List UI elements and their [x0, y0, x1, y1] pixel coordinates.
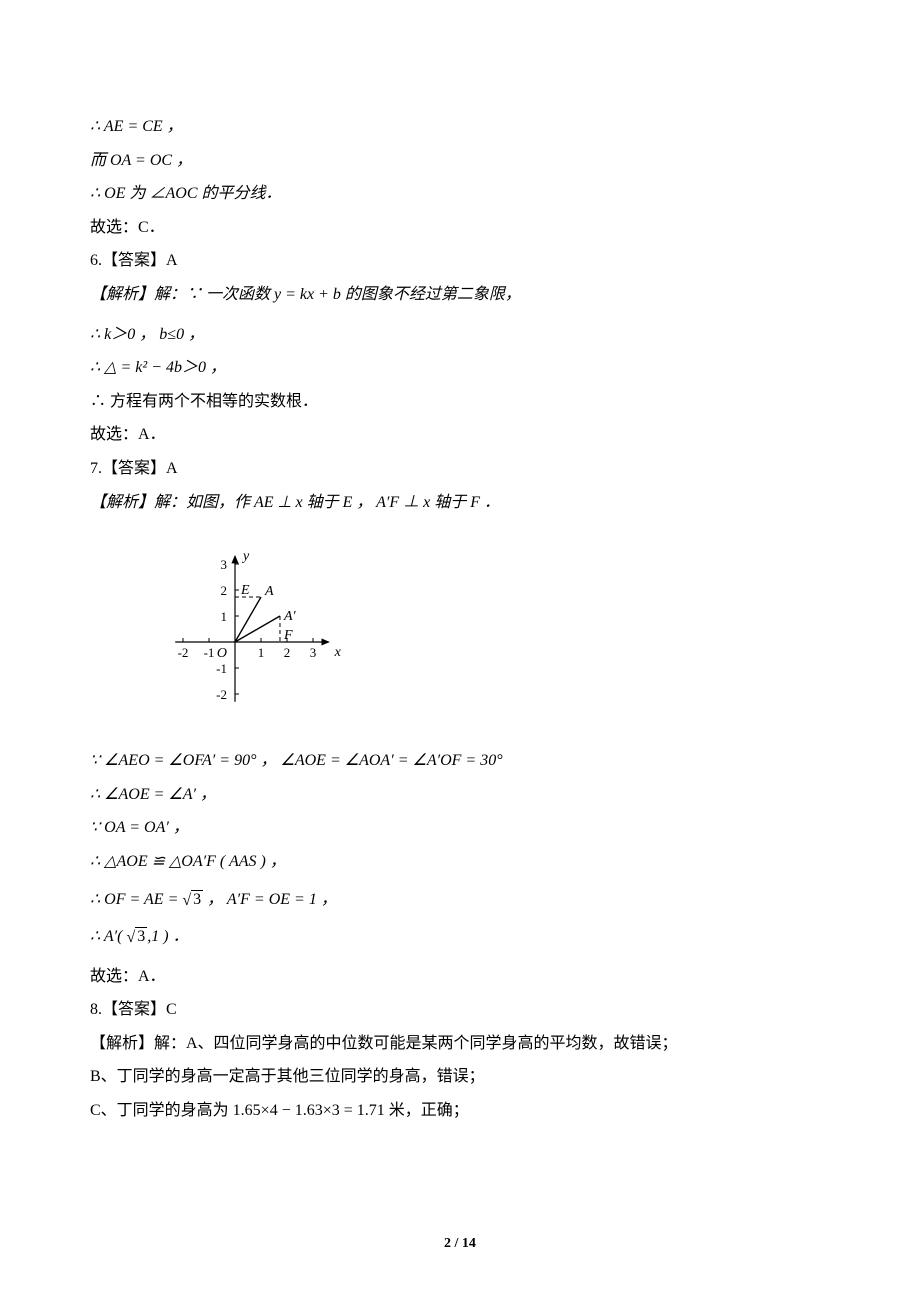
math-text: ∴ AE = CE ， — [90, 118, 183, 135]
line-13: ∵ ∠AEO = ∠OFA′ = 90° ， ∠AOE = ∠AOA′ = ∠A… — [90, 744, 830, 778]
math-text: ∴ A′( — [90, 928, 127, 945]
page-footer: 2 / 14 — [0, 1236, 920, 1252]
svg-text:A': A' — [283, 609, 297, 624]
svg-text:-1: -1 — [204, 645, 215, 660]
line-15: ∵ OA = OA′ ， — [90, 811, 830, 845]
svg-text:F: F — [283, 628, 293, 643]
line-2: 而 OA = OC ， — [90, 144, 830, 178]
line-4: 故选：C． — [90, 211, 830, 245]
math-text: 【解析】解：∵ 一次函数 y = kx + b 的图象不经过第二象限， — [90, 286, 521, 303]
answer-7: 7.【答案】A — [90, 452, 830, 486]
line-14: ∴ ∠AOE = ∠A′ ， — [90, 778, 830, 812]
text: 8.【答案】C — [90, 1001, 177, 1018]
svg-text:3: 3 — [221, 557, 228, 572]
text: C、丁同学的身高为 1.65×4 − 1.63×3 = 1.71 米，正确； — [90, 1102, 469, 1119]
math-text: ∴ ∠AOE = ∠A′ ， — [90, 786, 216, 803]
line-3: ∴ OE 为 ∠AOC 的平分线． — [90, 177, 830, 211]
line-23: C、丁同学的身高为 1.65×4 − 1.63×3 = 1.71 米，正确； — [90, 1094, 830, 1128]
svg-text:2: 2 — [221, 583, 228, 598]
line-8: ∴ △ = k² − 4b＞0 ， — [90, 351, 830, 385]
text: ∴ 方程有两个不相等的实数根． — [90, 393, 318, 410]
math-text: ∴ △ = k² − 4b＞0 ， — [90, 359, 226, 376]
coordinate-svg: -2 -1 1 2 3 1 2 3 -1 -2 Ox y A A' E F — [140, 527, 370, 727]
page: ∴ AE = CE ， 而 OA = OC ， ∴ OE 为 ∠AOC 的平分线… — [0, 0, 920, 1302]
line-18: ∴ A′( 3,1 ) ． — [90, 920, 830, 954]
math-text: ∴ OF = AE = — [90, 891, 182, 908]
line-10: 故选：A． — [90, 418, 830, 452]
radicand: 3 — [191, 890, 203, 908]
radicand: 3 — [135, 927, 147, 945]
svg-text:1: 1 — [221, 609, 228, 624]
line-16: ∴ △AOE ≌ △OA′F ( AAS ) ， — [90, 845, 830, 879]
math-text: 而 OA = OC ， — [90, 152, 192, 169]
svg-text:-1: -1 — [216, 661, 227, 676]
text: 【解析】解：A、四位同学身高的中位数可能是某两个同学身高的平均数，故错误； — [90, 1035, 678, 1052]
math-text: ∴ k＞0 ， b≤0 ， — [90, 326, 204, 343]
svg-text:2: 2 — [284, 645, 291, 660]
svg-text:x: x — [334, 645, 342, 660]
svg-text:y: y — [241, 549, 250, 564]
svg-text:3: 3 — [310, 645, 317, 660]
sqrt-icon: 3 — [182, 883, 203, 917]
line-1: ∴ AE = CE ， — [90, 110, 830, 144]
svg-text:O: O — [217, 646, 227, 661]
svg-text:E: E — [240, 583, 250, 598]
text: 故选：A． — [90, 426, 166, 443]
math-text: ,1 ) ． — [147, 928, 188, 945]
line-7: ∴ k＞0 ， b≤0 ， — [90, 318, 830, 352]
text: 6.【答案】A — [90, 252, 178, 269]
math-text: ∴ OE 为 ∠AOC 的平分线． — [90, 185, 282, 202]
math-text: 【解析】解：如图，作 AE ⊥ x 轴于 E ， A′F ⊥ x 轴于 F ． — [90, 494, 500, 511]
svg-text:A: A — [264, 584, 274, 599]
line-12: 【解析】解：如图，作 AE ⊥ x 轴于 E ， A′F ⊥ x 轴于 F ． — [90, 486, 830, 520]
math-text: ∵ ∠AEO = ∠OFA′ = 90° ， ∠AOE = ∠AOA′ = ∠A… — [90, 752, 503, 769]
text: 7.【答案】A — [90, 460, 178, 477]
math-text: ∵ OA = OA′ ， — [90, 819, 189, 836]
math-text: ∴ △AOE ≌ △OA′F ( AAS ) ， — [90, 853, 286, 870]
text: 故选：C． — [90, 219, 165, 236]
page-number: 2 / 14 — [444, 1236, 476, 1251]
line-9: ∴ 方程有两个不相等的实数根． — [90, 385, 830, 419]
sqrt-icon: 3 — [127, 920, 148, 954]
text: 故选：A． — [90, 968, 166, 985]
coordinate-chart: -2 -1 1 2 3 1 2 3 -1 -2 Ox y A A' E F — [140, 527, 830, 732]
svg-text:-2: -2 — [178, 645, 189, 660]
answer-8: 8.【答案】C — [90, 993, 830, 1027]
answer-6: 6.【答案】A — [90, 244, 830, 278]
line-19: 故选：A． — [90, 960, 830, 994]
line-6: 【解析】解：∵ 一次函数 y = kx + b 的图象不经过第二象限， — [90, 278, 830, 312]
svg-text:-2: -2 — [216, 687, 227, 702]
text: B、丁同学的身高一定高于其他三位同学的身高，错误； — [90, 1068, 485, 1085]
line-17: ∴ OF = AE = 3 ， A′F = OE = 1 ， — [90, 883, 830, 917]
line-22: B、丁同学的身高一定高于其他三位同学的身高，错误； — [90, 1060, 830, 1094]
svg-text:1: 1 — [258, 645, 265, 660]
line-21: 【解析】解：A、四位同学身高的中位数可能是某两个同学身高的平均数，故错误； — [90, 1027, 830, 1061]
math-text: ， A′F = OE = 1 ， — [203, 891, 337, 908]
